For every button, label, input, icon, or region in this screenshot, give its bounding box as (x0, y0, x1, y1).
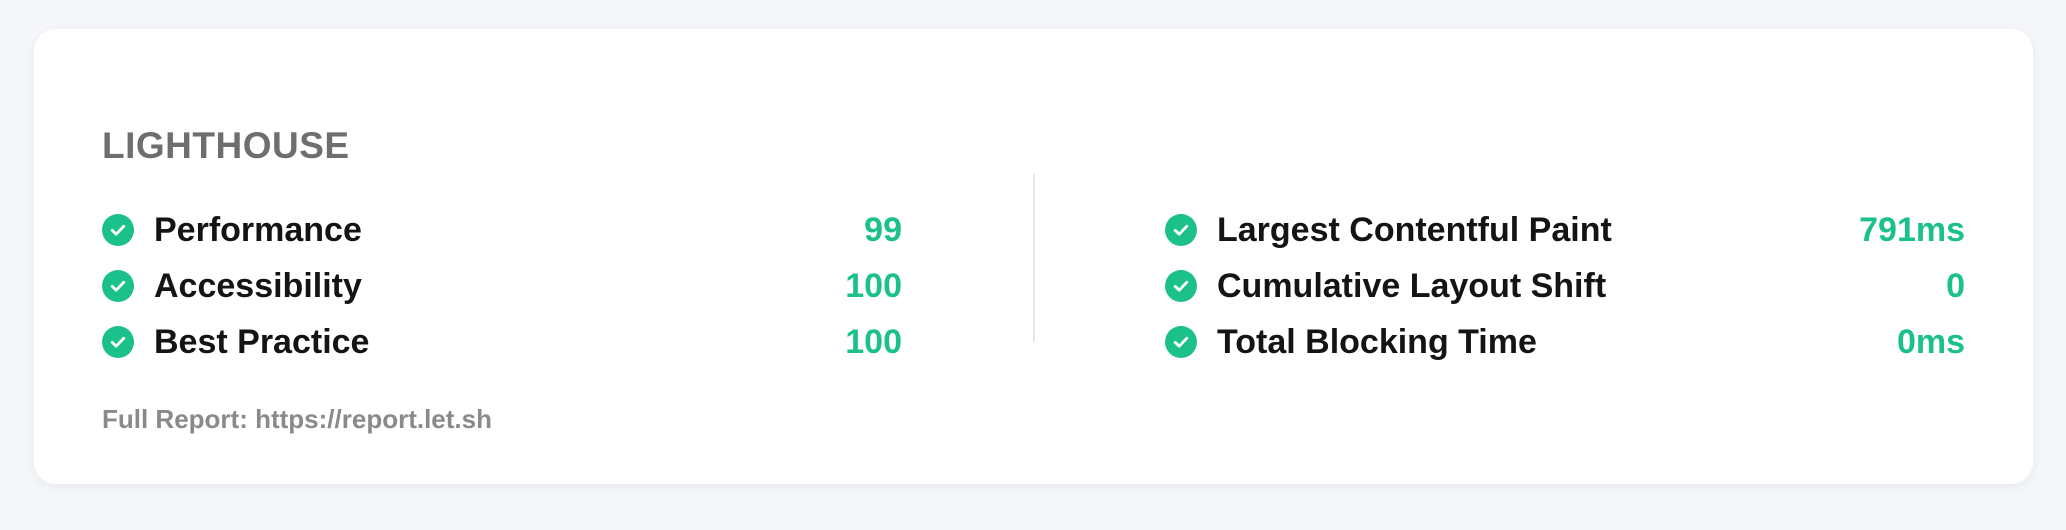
metric-label: Total Blocking Time (1217, 323, 1537, 361)
lighthouse-card: LIGHTHOUSE Performance 99 Accessibility … (34, 29, 2033, 484)
metric-row-accessibility: Accessibility 100 (102, 258, 902, 314)
metric-label: Largest Contentful Paint (1217, 211, 1612, 249)
metric-label: Cumulative Layout Shift (1217, 267, 1607, 305)
metric-value: 99 (864, 211, 902, 249)
metric-label: Performance (154, 211, 362, 249)
metric-label: Best Practice (154, 323, 370, 361)
metrics-section: Performance 99 Accessibility 100 Best Pr… (102, 174, 1965, 372)
metric-value: 100 (845, 323, 902, 361)
card-title: LIGHTHOUSE (102, 125, 350, 166)
check-circle-icon (102, 270, 134, 302)
check-circle-icon (1165, 326, 1197, 358)
metric-row-best-practice: Best Practice 100 (102, 314, 902, 370)
check-circle-icon (1165, 214, 1197, 246)
column-divider (1033, 174, 1035, 342)
web-vitals-metrics: Largest Contentful Paint 791ms Cumulativ… (1165, 202, 1965, 370)
check-circle-icon (102, 326, 134, 358)
metric-row-total-blocking-time: Total Blocking Time 0ms (1165, 314, 1965, 370)
metric-row-performance: Performance 99 (102, 202, 902, 258)
metric-row-cumulative-layout-shift: Cumulative Layout Shift 0 (1165, 258, 1965, 314)
score-metrics: Performance 99 Accessibility 100 Best Pr… (102, 202, 902, 370)
check-circle-icon (102, 214, 134, 246)
metric-row-largest-contentful-paint: Largest Contentful Paint 791ms (1165, 202, 1965, 258)
full-report-link[interactable]: Full Report: https://report.let.sh (102, 404, 492, 434)
metric-value: 100 (845, 267, 902, 305)
metric-value: 791ms (1859, 211, 1965, 249)
metric-value: 0ms (1896, 323, 1965, 361)
metric-value: 0 (1946, 267, 1965, 305)
metric-label: Accessibility (154, 267, 362, 305)
check-circle-icon (1165, 270, 1197, 302)
